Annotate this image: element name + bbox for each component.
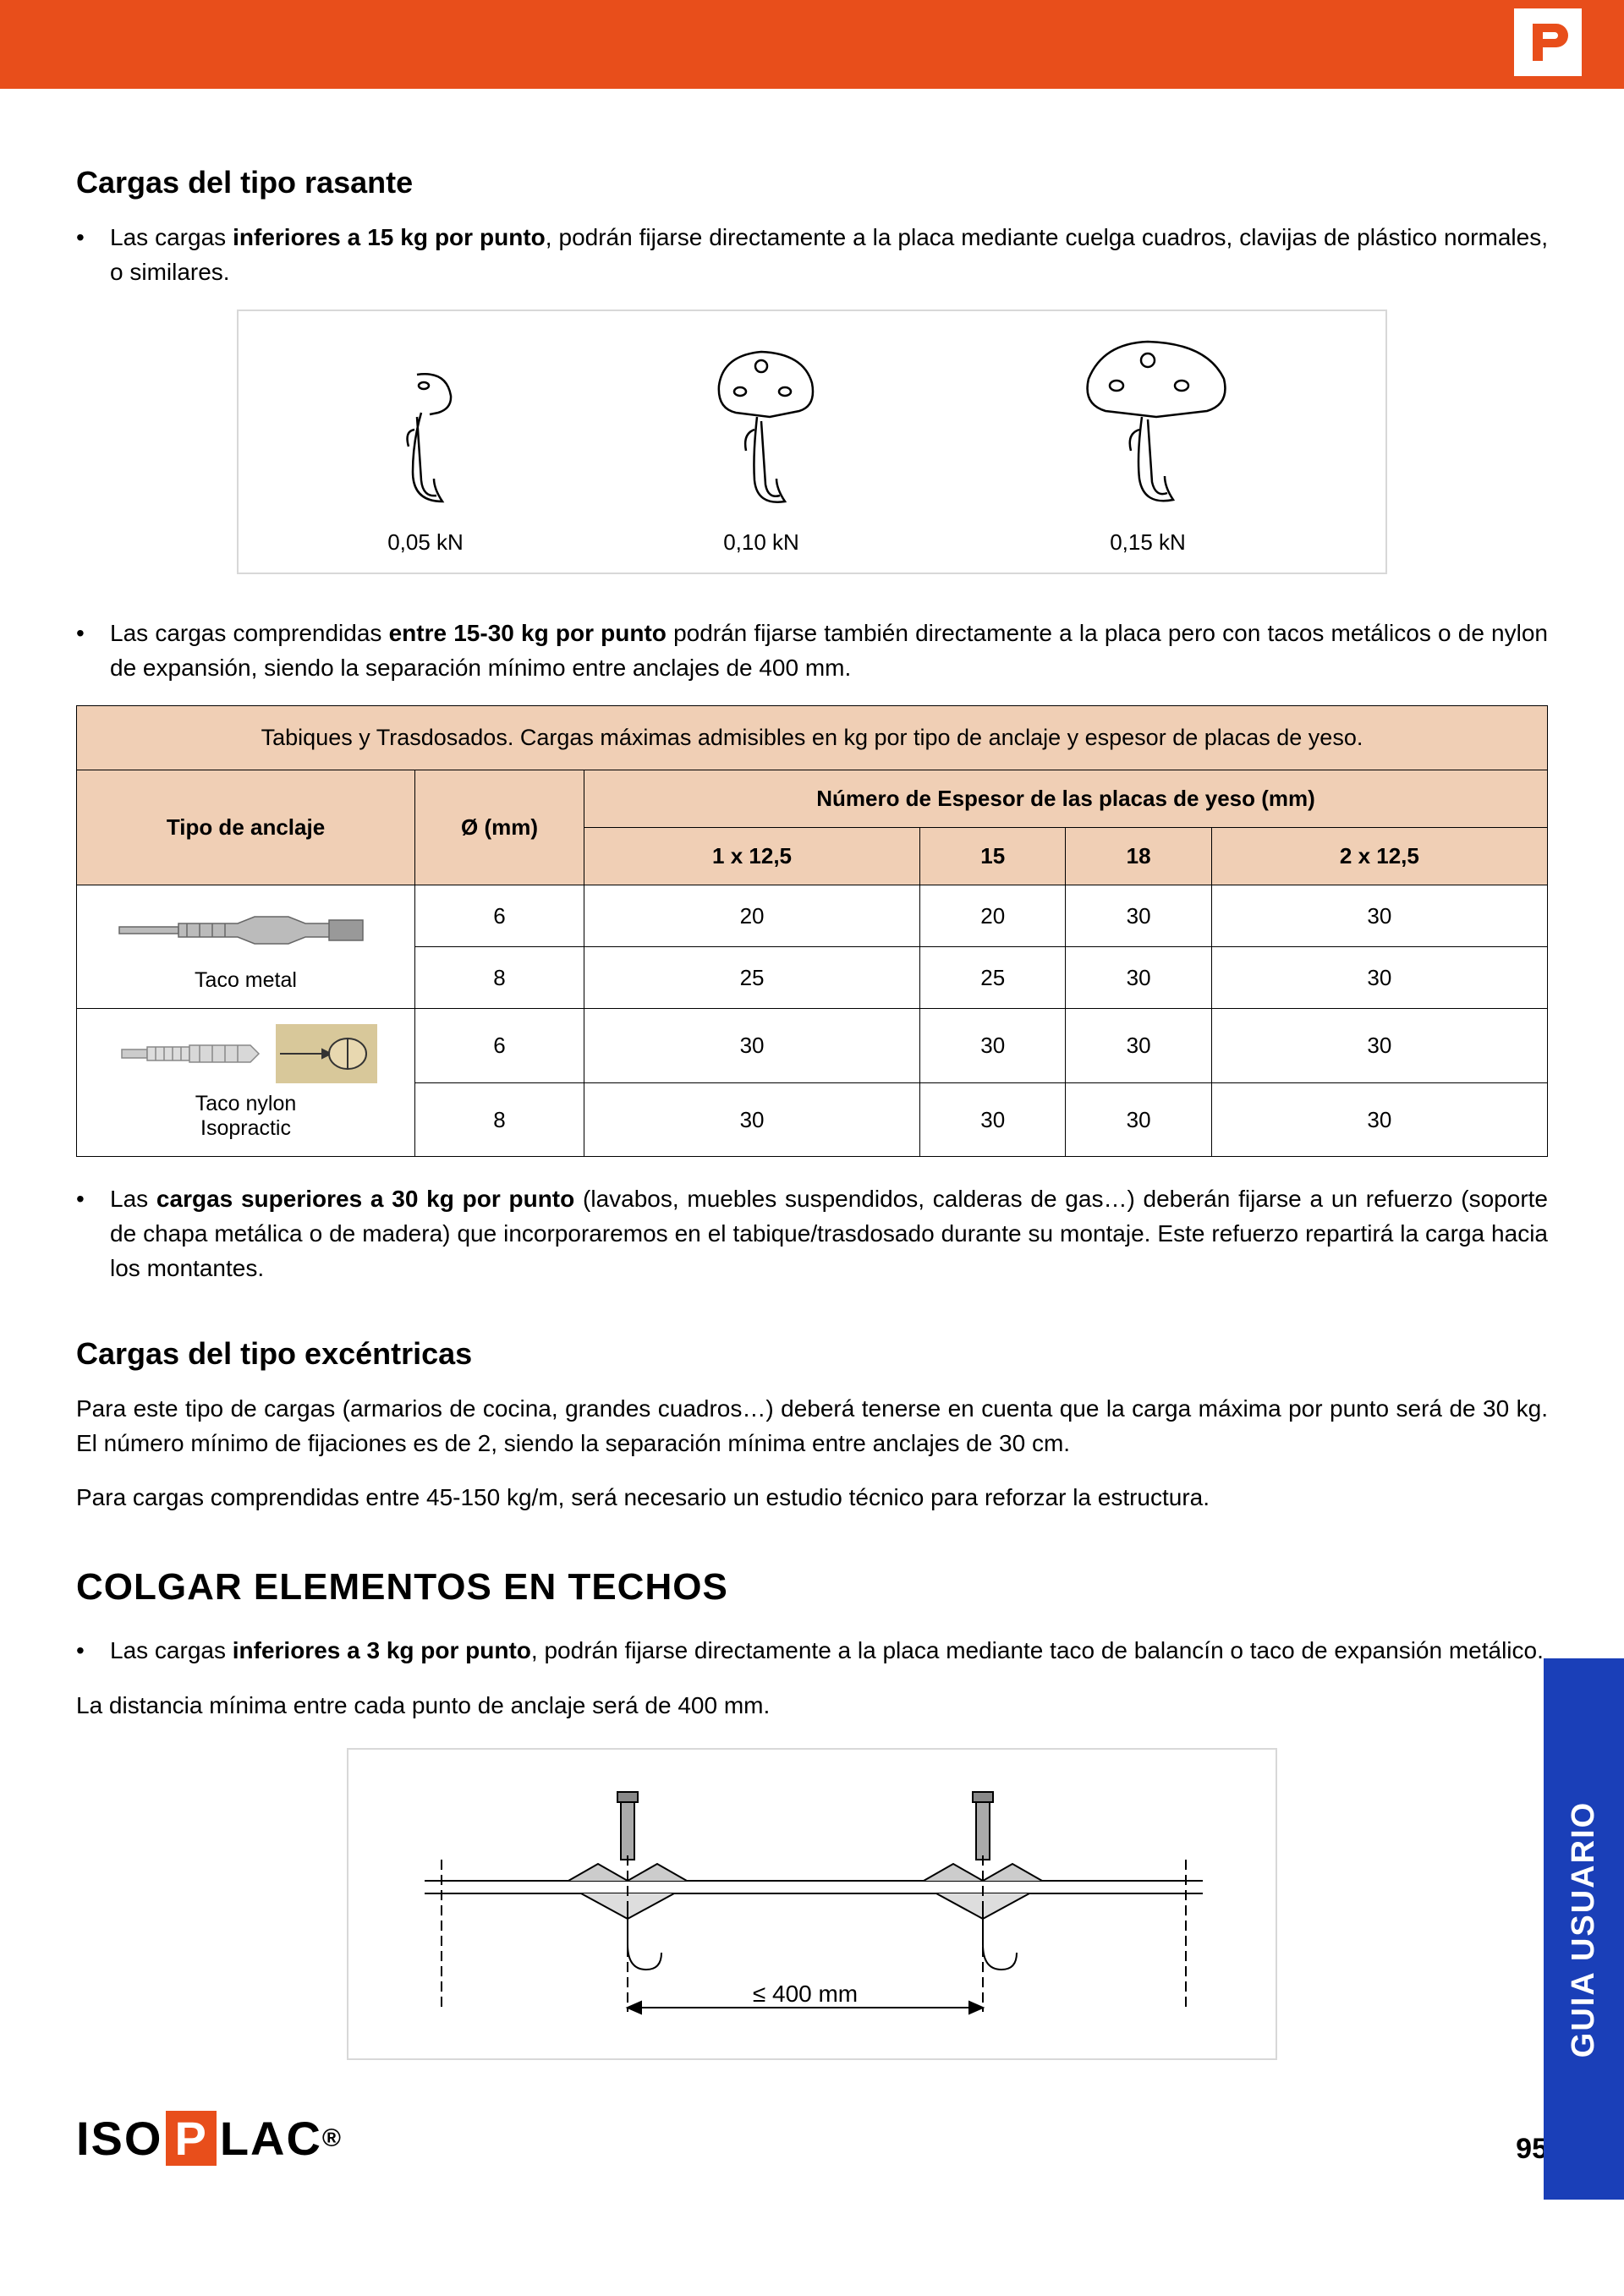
bold-text: entre 15-30 kg por punto: [389, 620, 667, 646]
paragraph: La distancia mínima entre cada punto de …: [76, 1689, 1548, 1723]
anchor-label: Taco metal: [85, 968, 406, 993]
cell: 30: [1066, 947, 1211, 1009]
bold-text: cargas superiores a 30 kg por punto: [156, 1186, 574, 1212]
bold-text: inferiores a 15 kg por punto: [233, 224, 546, 250]
ceiling-anchor-diagram: ≤ 400 mm: [347, 1748, 1277, 2060]
isoplac-logo: ISOPLAC®: [76, 2111, 343, 2166]
bold-text: inferiores a 3 kg por punto: [233, 1637, 531, 1663]
hooks-illustration-box: 0,05 kN 0,10 kN: [237, 310, 1387, 574]
anchor-cell: Taco nylon Isopractic: [77, 1009, 415, 1157]
hook-item: 0,05 kN: [370, 362, 480, 556]
hook-medium-icon: [677, 345, 846, 514]
bullet-item: • Las cargas superiores a 30 kg por punt…: [76, 1182, 1548, 1285]
hook-large-icon: [1042, 337, 1254, 514]
bullet-icon: •: [76, 221, 110, 289]
bullet-icon: •: [76, 1634, 110, 1669]
cell: 30: [1211, 947, 1547, 1009]
col-h: 1 x 12,5: [584, 828, 920, 885]
cell: 30: [1211, 1082, 1547, 1157]
text: , podrán fijarse directamente a la placa…: [531, 1637, 1544, 1663]
logo-p-icon: P: [166, 2111, 216, 2166]
cell: 30: [920, 1082, 1066, 1157]
cell: 6: [415, 885, 584, 947]
col-diam: Ø (mm): [415, 770, 584, 885]
cell: 30: [584, 1082, 920, 1157]
text: Las cargas: [110, 1637, 233, 1663]
hook-label: 0,05 kN: [370, 529, 480, 556]
hook-label: 0,10 kN: [677, 529, 846, 556]
col-anchor: Tipo de anclaje: [77, 770, 415, 885]
hook-label: 0,15 kN: [1042, 529, 1254, 556]
cell: 30: [1211, 885, 1547, 947]
col-h: 15: [920, 828, 1066, 885]
table-title: Tabiques y Trasdosados. Cargas máximas a…: [77, 706, 1548, 770]
cell: 20: [920, 885, 1066, 947]
cell: 30: [1066, 885, 1211, 947]
brand-logo-icon: [1514, 8, 1582, 76]
load-table: Tabiques y Trasdosados. Cargas máximas a…: [76, 705, 1548, 1157]
anchor-label: Taco nylon Isopractic: [85, 1092, 406, 1141]
section1-title: Cargas del tipo rasante: [76, 165, 1548, 200]
bullet-item: • Las cargas inferiores a 3 kg por punto…: [76, 1634, 1548, 1669]
col-group: Número de Espesor de las placas de yeso …: [584, 770, 1548, 828]
hook-item: 0,10 kN: [677, 345, 846, 556]
bullet-icon: •: [76, 1182, 110, 1285]
cell: 8: [415, 947, 584, 1009]
anchor-cell: Taco metal: [77, 885, 415, 1009]
cell: 30: [1066, 1009, 1211, 1083]
col-h: 2 x 12,5: [1211, 828, 1547, 885]
text: Las cargas comprendidas: [110, 620, 389, 646]
cell: 30: [1066, 1082, 1211, 1157]
top-brand-bar: [0, 0, 1624, 89]
paragraph: Para este tipo de cargas (armarios de co…: [76, 1392, 1548, 1460]
anchor-metal-icon: [111, 901, 381, 960]
cell: 30: [920, 1009, 1066, 1083]
cell: 8: [415, 1082, 584, 1157]
text: Las cargas: [110, 224, 233, 250]
cell: 30: [584, 1009, 920, 1083]
logo-part: LAC: [220, 2111, 322, 2166]
col-h: 18: [1066, 828, 1211, 885]
bullet-icon: •: [76, 616, 110, 685]
side-tab: GUIA USUARIO: [1544, 1658, 1624, 2200]
dim-label: ≤ 400 mm: [753, 1981, 858, 2007]
hook-item: 0,15 kN: [1042, 337, 1254, 556]
bullet-item: • Las cargas comprendidas entre 15-30 kg…: [76, 616, 1548, 685]
cell: 25: [920, 947, 1066, 1009]
section3-title: COLGAR ELEMENTOS EN TECHOS: [76, 1566, 1548, 1608]
cell: 25: [584, 947, 920, 1009]
anchor-nylon-icon: [111, 1024, 381, 1083]
cell: 30: [1211, 1009, 1547, 1083]
paragraph: Para cargas comprendidas entre 45-150 kg…: [76, 1481, 1548, 1515]
page-footer: ISOPLAC® 95: [0, 2111, 1624, 2200]
cell: 6: [415, 1009, 584, 1083]
bullet-item: • Las cargas inferiores a 15 kg por punt…: [76, 221, 1548, 289]
text: Las: [110, 1186, 156, 1212]
section2-title: Cargas del tipo excéntricas: [76, 1336, 1548, 1372]
hook-small-icon: [370, 362, 480, 514]
side-tab-label: GUIA USUARIO: [1566, 1800, 1602, 2057]
cell: 20: [584, 885, 920, 947]
page-content: Cargas del tipo rasante • Las cargas inf…: [0, 89, 1624, 2111]
logo-part: ISO: [76, 2111, 162, 2166]
